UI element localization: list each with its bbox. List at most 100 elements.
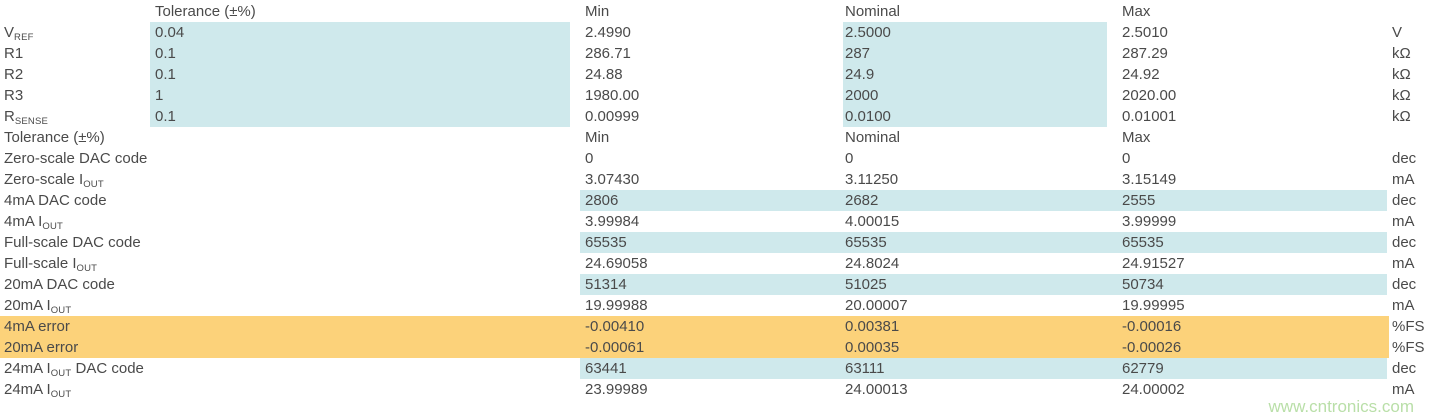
dac-code-row-highlight bbox=[580, 274, 1387, 295]
cell-max: 62779 bbox=[1122, 360, 1164, 377]
cell-min: -0.00410 bbox=[585, 318, 645, 335]
cell-unit: V bbox=[1392, 24, 1403, 41]
cell-unit: kΩ bbox=[1392, 108, 1411, 125]
row-label-text: 4mA DAC code bbox=[4, 192, 107, 209]
row-label-text: 4mA I bbox=[4, 213, 43, 230]
row-label-text: 24mA I bbox=[4, 381, 51, 398]
column-header-nominal: Nominal bbox=[845, 3, 901, 20]
table-row: R2 0.1 24.88 24.9 24.92 kΩ bbox=[0, 64, 1436, 85]
table-row: 20mA DAC code 51314 51025 50734 dec bbox=[0, 274, 1436, 295]
cell-unit: dec bbox=[1392, 276, 1417, 293]
column-header-tolerance: Tolerance (±%) bbox=[155, 3, 256, 20]
cell-nominal: 0.0100 bbox=[845, 108, 891, 125]
cell-nominal: 287 bbox=[845, 45, 871, 62]
cell-max: -0.00026 bbox=[1122, 339, 1182, 356]
cell-min: 1980.00 bbox=[585, 87, 640, 104]
watermark: www.cntronics.com bbox=[1268, 397, 1414, 416]
cell-tolerance: 0.1 bbox=[155, 108, 176, 125]
cell-nominal: 0.00035 bbox=[845, 339, 900, 356]
row-label-text: Zero-scale DAC code bbox=[4, 150, 148, 167]
cell-min: 3.99984 bbox=[585, 213, 640, 230]
row-label: RSENSE bbox=[4, 106, 48, 132]
cell-unit: mA bbox=[1392, 381, 1415, 398]
cell-nominal: 65535 bbox=[845, 234, 887, 251]
row-label-text: Full-scale DAC code bbox=[4, 234, 141, 251]
column-header-min: Min bbox=[585, 129, 610, 146]
column-header-max: Max bbox=[1122, 3, 1151, 20]
cell-unit: kΩ bbox=[1392, 87, 1411, 104]
table-row: Full-scale DAC code 65535 65535 65535 de… bbox=[0, 232, 1436, 253]
dac-code-row-highlight bbox=[580, 190, 1387, 211]
table-row: 24mA IOUT DAC code 63441 63111 62779 dec bbox=[0, 358, 1436, 379]
column-header-nominal: Nominal bbox=[845, 129, 901, 146]
cell-nominal: 63111 bbox=[845, 360, 885, 377]
cell-nominal: 0 bbox=[845, 150, 854, 167]
row-label-subscript: OUT bbox=[42, 221, 64, 232]
table-row: VREF 0.04 2.4990 2.5000 2.5010 V bbox=[0, 22, 1436, 43]
cell-nominal: 2000 bbox=[845, 87, 879, 104]
cell-max: 287.29 bbox=[1122, 45, 1168, 62]
cell-max: 2020.00 bbox=[1122, 87, 1177, 104]
cell-nominal: 24.8024 bbox=[845, 255, 900, 272]
cell-max: 0 bbox=[1122, 150, 1131, 167]
cell-unit: mA bbox=[1392, 255, 1415, 272]
row-label-text: 20mA I bbox=[4, 297, 51, 314]
row-label: R3 bbox=[4, 85, 23, 111]
row-label: Zero-scale IOUT bbox=[4, 169, 104, 195]
cell-min: 286.71 bbox=[585, 45, 631, 62]
row-label-text: Full-scale I bbox=[4, 255, 77, 272]
cell-unit: dec bbox=[1392, 360, 1417, 377]
cell-max: 24.91527 bbox=[1122, 255, 1185, 272]
cell-min: 24.88 bbox=[585, 66, 623, 83]
cell-unit: mA bbox=[1392, 171, 1415, 188]
row-label-subscript: REF bbox=[14, 32, 34, 43]
cell-min: 65535 bbox=[585, 234, 627, 251]
components-header-row: Tolerance (±%) Min Nominal Max bbox=[0, 1, 1436, 22]
table-row: R3 1 1980.00 2000 2020.00 kΩ bbox=[0, 85, 1436, 106]
table-row: 24mA IOUT 23.99989 24.00013 24.00002 mA bbox=[0, 379, 1436, 400]
cell-min: 19.99988 bbox=[585, 297, 648, 314]
row-label: 4mA error bbox=[4, 316, 70, 342]
table-row: Zero-scale IOUT 3.07430 3.11250 3.15149 … bbox=[0, 169, 1436, 190]
table-row: 20mA IOUT 19.99988 20.00007 19.99995 mA bbox=[0, 295, 1436, 316]
row-label-subscript: OUT bbox=[83, 179, 104, 190]
cell-nominal: 3.11250 bbox=[845, 171, 899, 188]
row-label-subscript: OUT bbox=[76, 263, 98, 274]
table-row: Zero-scale DAC code 0 0 0 dec bbox=[0, 148, 1436, 169]
dac-code-row-highlight bbox=[580, 232, 1387, 253]
cell-min: 0.00999 bbox=[585, 108, 640, 125]
cell-max: 19.99995 bbox=[1122, 297, 1185, 314]
cell-nominal: 24.00013 bbox=[845, 381, 908, 398]
row-label-text: 4mA error bbox=[4, 318, 70, 335]
cell-unit: mA bbox=[1392, 213, 1415, 230]
row-label-text: DAC code bbox=[71, 360, 144, 377]
row-label-subscript: OUT bbox=[50, 305, 72, 316]
column-header-max: Max bbox=[1122, 129, 1151, 146]
cell-min: 3.07430 bbox=[585, 171, 640, 188]
row-label: R1 bbox=[4, 43, 23, 69]
row-label: 4mA DAC code bbox=[4, 190, 107, 216]
cell-max: 65535 bbox=[1122, 234, 1164, 251]
table-row: RSENSE 0.1 0.00999 0.0100 0.01001 kΩ bbox=[0, 106, 1436, 127]
row-label-text: 20mA DAC code bbox=[4, 276, 115, 293]
cell-max: 3.99999 bbox=[1122, 213, 1177, 230]
row-label: 20mA IOUT bbox=[4, 295, 71, 321]
cell-max: -0.00016 bbox=[1122, 318, 1182, 335]
column-header-min: Min bbox=[585, 3, 610, 20]
cell-min: 63441 bbox=[585, 360, 627, 377]
row-label: 20mA error bbox=[4, 337, 78, 363]
row-label: Full-scale IOUT bbox=[4, 253, 97, 279]
cell-min: 23.99989 bbox=[585, 381, 648, 398]
row-label: 20mA DAC code bbox=[4, 274, 115, 300]
row-label-subscript: SENSE bbox=[14, 116, 49, 127]
cell-unit: dec bbox=[1392, 192, 1417, 209]
row-label-text: V bbox=[4, 24, 15, 41]
row-label: 24mA IOUT bbox=[4, 379, 71, 405]
row-label-text: 24mA I bbox=[4, 360, 51, 377]
cell-nominal: 0.00381 bbox=[845, 318, 900, 335]
cell-nominal: 51025 bbox=[845, 276, 887, 293]
row-label-text: 20mA error bbox=[4, 339, 79, 356]
cell-min: 2.4990 bbox=[585, 24, 631, 41]
cell-nominal: 2682 bbox=[845, 192, 879, 209]
